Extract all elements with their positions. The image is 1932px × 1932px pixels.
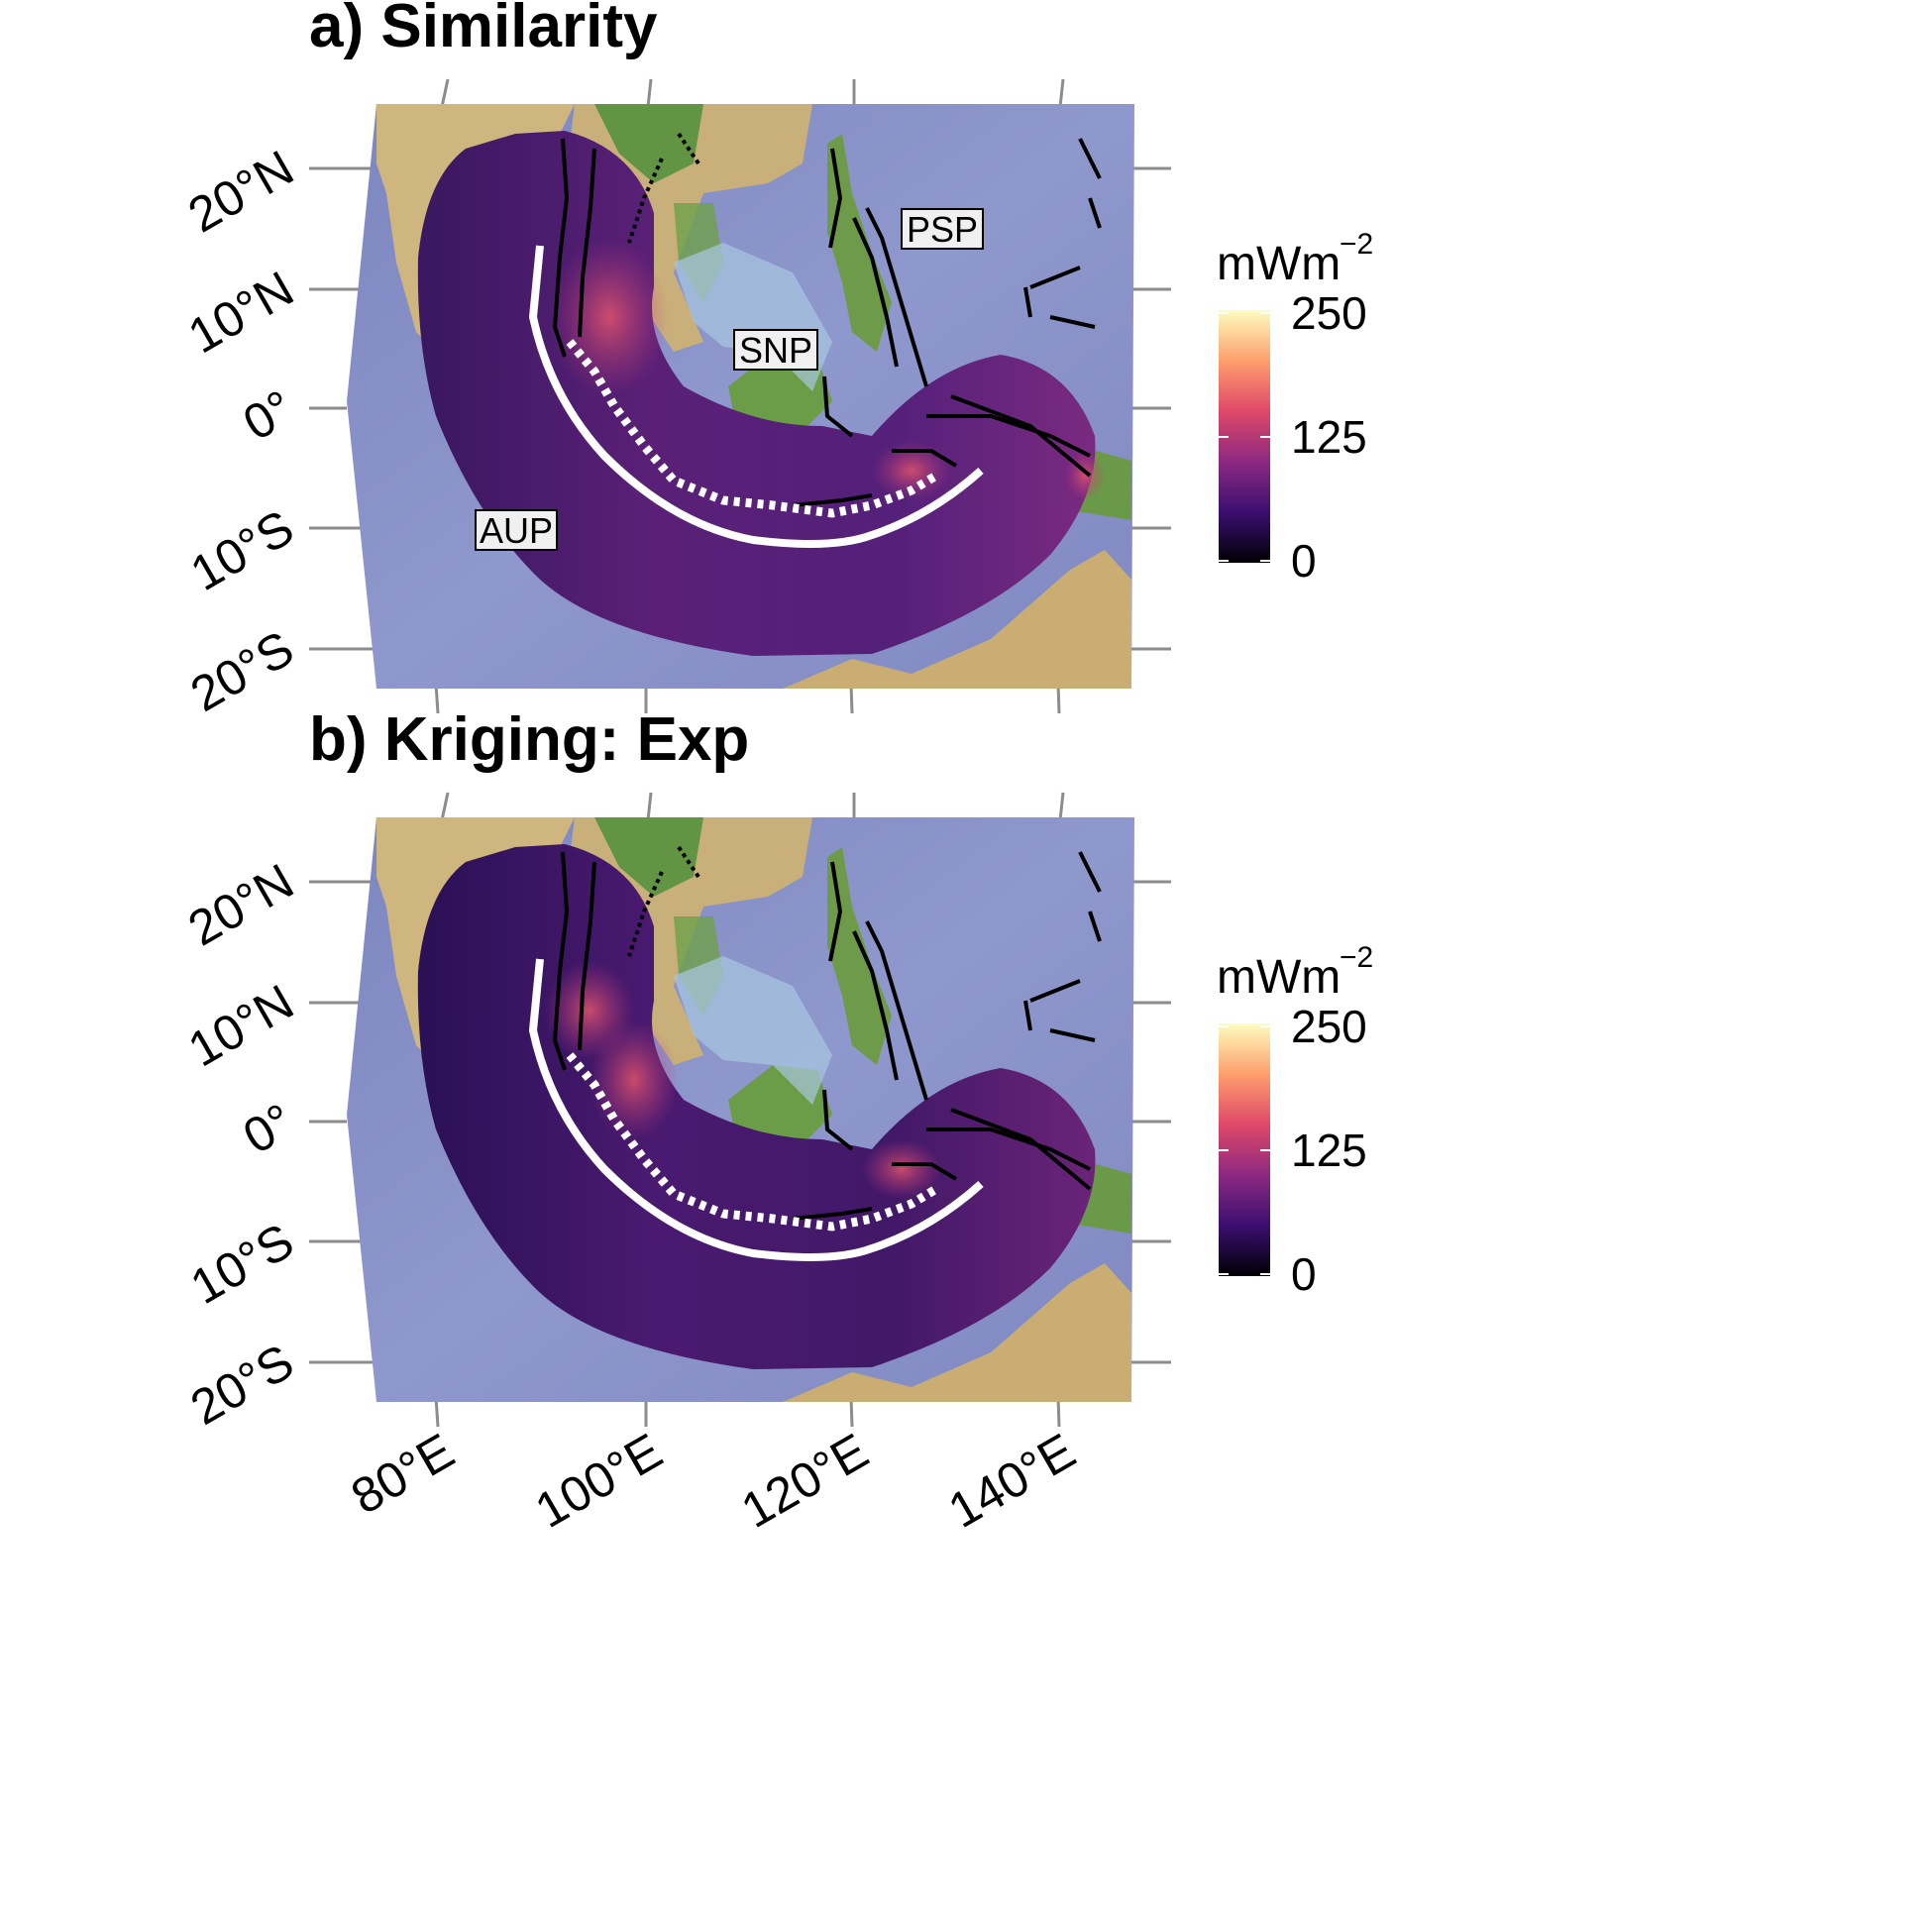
legend-tick-0: 0 (1291, 1248, 1317, 1300)
panel-b-hotspot (862, 1139, 941, 1199)
lat-label-20n: 20°N (179, 853, 303, 956)
lat-label-20s: 20°S (181, 1334, 302, 1436)
panel-b-trench-line (528, 958, 984, 1261)
lat-label-10n: 10°N (179, 974, 303, 1077)
panel-a-title: a) Similarity (309, 0, 658, 60)
lat-label-20s: 20°S (181, 620, 302, 722)
lat-label-10n: 10°N (179, 261, 303, 364)
lon-label-80e: 80°E (342, 1423, 463, 1525)
lat-label-20n: 20°N (179, 140, 303, 243)
legend-tick-250: 250 (1291, 1001, 1367, 1052)
panel-a-plate-label-psp: PSP (901, 208, 984, 250)
legend-unit-exponent: −2 (1340, 228, 1373, 261)
panel-b-lat-labels: 20°N 10°N 0° 10°S 20°S (179, 853, 303, 1436)
panel-a-trench-line (528, 245, 984, 548)
panel-a-hotspot (872, 441, 951, 500)
plate-label-aup: AUP (480, 510, 553, 551)
legend-tick-250: 250 (1291, 287, 1367, 339)
panel-a: a) Similarity (179, 0, 1373, 722)
panel-b-legend: mWm −2 250 125 0 (1217, 941, 1373, 1300)
panel-b-hotspot (590, 1020, 679, 1139)
panel-a-gridlines (309, 78, 1171, 714)
panel-b-lon-labels: 80°E 100°E 120°E 140°E (342, 1423, 1084, 1539)
panel-b-title: b) Kriging: Exp (309, 705, 749, 774)
panel-b: b) Kriging: Exp (179, 705, 1373, 1539)
legend-tick-0: 0 (1291, 535, 1317, 587)
panel-a-legend: mWm −2 250 125 0 (1217, 228, 1373, 587)
lat-label-10s: 10°S (181, 1213, 302, 1315)
legend-unit-exponent: −2 (1340, 941, 1373, 974)
panel-a-plate-label-snp: SNP (733, 329, 818, 371)
panel-a-plate-label-aup: AUP (475, 509, 558, 551)
lat-label-0: 0° (234, 1093, 302, 1164)
legend-tick-125: 125 (1291, 1125, 1367, 1176)
legend-unit: mWm (1217, 238, 1341, 290)
lat-label-10s: 10°S (181, 499, 302, 601)
lon-label-120e: 120°E (732, 1423, 877, 1539)
panel-b-dotted-boundaries (627, 845, 700, 957)
panel-b-plate-boundaries (552, 851, 1102, 1221)
panel-a-lat-labels: 20°N 10°N 0° 10°S 20°S (179, 140, 303, 722)
panel-a-hotspot (550, 238, 669, 396)
panel-b-seismic-markers (566, 1052, 939, 1232)
lon-label-100e: 100°E (526, 1423, 671, 1539)
lat-label-0: 0° (234, 379, 302, 451)
panel-a-seismic-markers (566, 339, 939, 518)
plate-label-psp: PSP (907, 209, 978, 250)
lon-label-140e: 140°E (939, 1423, 1084, 1539)
plate-label-snp: SNP (739, 330, 812, 371)
legend-tick-125: 125 (1291, 411, 1367, 463)
legend-unit: mWm (1217, 951, 1341, 1004)
panel-a-plate-boundaries (552, 138, 1102, 507)
panel-a-dotted-boundaries (627, 132, 700, 244)
